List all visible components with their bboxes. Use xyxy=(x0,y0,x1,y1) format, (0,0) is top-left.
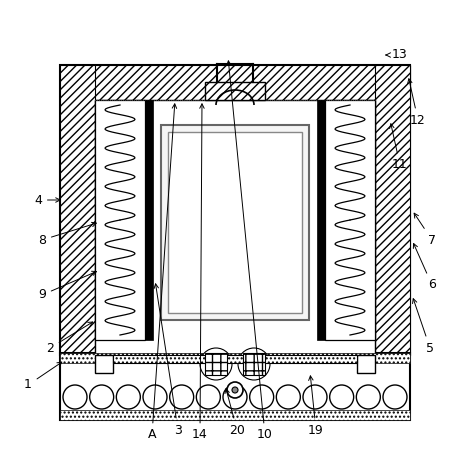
Text: 3: 3 xyxy=(154,284,182,436)
Circle shape xyxy=(276,385,300,409)
Circle shape xyxy=(227,382,243,398)
Circle shape xyxy=(329,385,353,409)
Text: 19: 19 xyxy=(308,376,324,436)
Circle shape xyxy=(223,385,247,409)
Bar xyxy=(375,65,410,355)
Bar xyxy=(95,355,113,373)
Bar xyxy=(60,65,410,100)
Bar xyxy=(161,125,309,320)
Circle shape xyxy=(200,348,232,380)
Bar xyxy=(60,65,95,355)
Bar xyxy=(205,82,265,100)
Circle shape xyxy=(238,348,270,380)
Circle shape xyxy=(232,387,238,393)
Text: 13: 13 xyxy=(386,49,408,61)
Bar xyxy=(168,132,302,313)
Circle shape xyxy=(303,385,327,409)
Circle shape xyxy=(196,385,220,409)
Bar xyxy=(145,100,153,340)
Text: 11: 11 xyxy=(390,124,408,172)
Circle shape xyxy=(63,385,87,409)
Text: 20: 20 xyxy=(225,389,245,436)
Bar xyxy=(60,353,410,363)
Bar xyxy=(243,353,265,375)
Circle shape xyxy=(90,385,114,409)
Bar xyxy=(95,100,145,340)
Text: 9: 9 xyxy=(38,271,96,302)
Text: 10: 10 xyxy=(227,61,273,441)
Circle shape xyxy=(143,385,167,409)
Text: 12: 12 xyxy=(407,79,426,126)
Bar xyxy=(325,100,375,340)
Circle shape xyxy=(356,385,380,409)
Circle shape xyxy=(117,385,141,409)
Text: 7: 7 xyxy=(414,213,436,247)
Circle shape xyxy=(170,385,194,409)
Text: 2: 2 xyxy=(46,322,93,354)
Text: A: A xyxy=(148,104,177,441)
Bar xyxy=(205,353,227,375)
Bar xyxy=(60,353,410,420)
Bar xyxy=(60,65,410,355)
Bar xyxy=(357,355,375,373)
Bar xyxy=(95,100,375,355)
Bar xyxy=(113,355,357,363)
Bar xyxy=(60,410,410,420)
Text: 5: 5 xyxy=(413,298,434,354)
Text: 14: 14 xyxy=(192,104,208,441)
Circle shape xyxy=(250,385,274,409)
Text: 6: 6 xyxy=(413,243,436,292)
Text: 1: 1 xyxy=(24,362,62,391)
Text: 8: 8 xyxy=(38,222,96,247)
Text: 4: 4 xyxy=(34,193,60,207)
Bar xyxy=(317,100,325,340)
Circle shape xyxy=(383,385,407,409)
